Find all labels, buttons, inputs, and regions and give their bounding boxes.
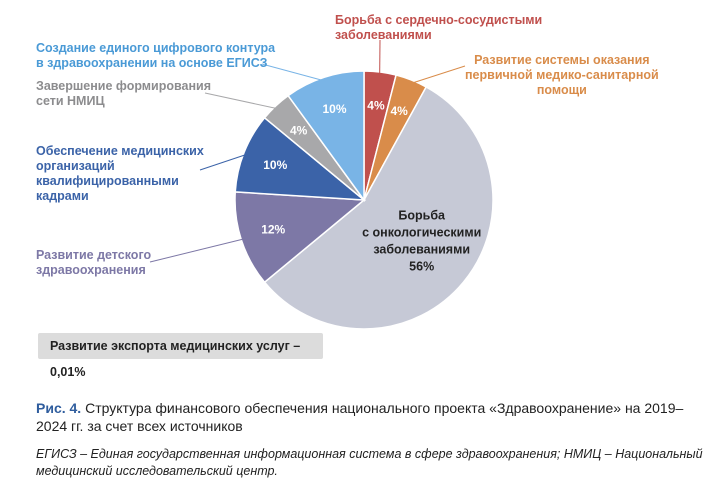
leader-line-1 bbox=[409, 65, 466, 85]
slice-inner-label-2: Борьба bbox=[398, 209, 446, 223]
slice-value-4: 10% bbox=[263, 158, 287, 172]
slice-value-3: 12% bbox=[261, 222, 285, 236]
export-note-box: Развитие экспорта медицинских услуг – 0,… bbox=[38, 333, 323, 379]
slice-label-nmic: Завершение формирования сети НМИЦ bbox=[36, 79, 211, 108]
slice-value-2: 56% bbox=[409, 260, 434, 274]
slice-label-egisz: Создание единого цифрового контура в здр… bbox=[36, 41, 276, 70]
slice-inner-label-2: с онкологическими bbox=[362, 226, 481, 240]
pie-slice-2 bbox=[263, 85, 494, 330]
slice-label-cardio: Борьба с сердечно-сосудистыми заболевани… bbox=[335, 13, 543, 42]
slice-value-6: 10% bbox=[322, 102, 346, 116]
slice-inner-label-2: заболеваниями bbox=[373, 243, 470, 257]
slice-value-5: 4% bbox=[290, 123, 308, 137]
pie-slice-6 bbox=[287, 70, 365, 203]
pie-slice-4 bbox=[234, 116, 367, 201]
slice-label-staff: Обеспечение медицинских организаций квал… bbox=[36, 144, 204, 203]
slice-label-children: Развитие детского здравоохранения bbox=[36, 248, 152, 277]
figure-caption: Рис. 4. Структура финансового обеспечени… bbox=[36, 399, 696, 435]
caption-text: Структура финансового обеспечения национ… bbox=[36, 400, 684, 434]
footnote: ЕГИСЗ – Единая государственная информаци… bbox=[36, 447, 703, 478]
caption-label: Рис. 4. bbox=[36, 400, 82, 416]
leader-line-4 bbox=[199, 153, 248, 171]
leader-line-5 bbox=[204, 92, 279, 110]
leader-line-6 bbox=[261, 63, 326, 82]
leader-line-3 bbox=[149, 238, 246, 263]
slice-value-0: 4% bbox=[367, 98, 385, 112]
slice-label-primary-care: Развитие системы оказания первичной меди… bbox=[465, 53, 659, 97]
slice-value-1: 4% bbox=[390, 104, 408, 118]
